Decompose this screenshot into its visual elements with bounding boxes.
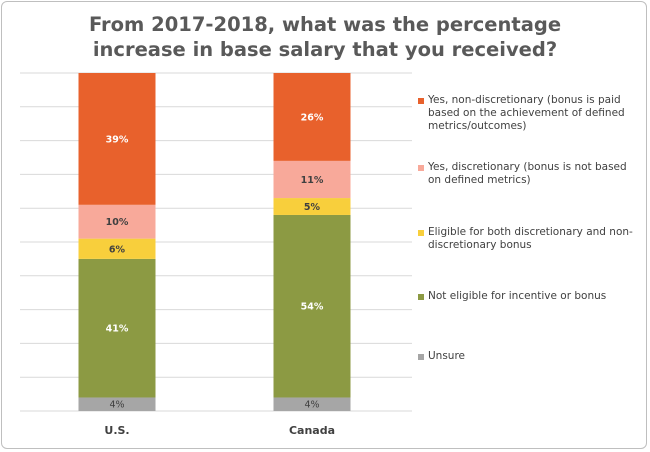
data-label: 39% [106, 134, 129, 145]
bar-segment [273, 160, 351, 199]
data-label: 5% [304, 202, 321, 213]
data-label: 54% [301, 302, 324, 313]
data-label: 6% [109, 244, 126, 255]
chart-title: From 2017-2018, what was the percentage … [88, 13, 562, 61]
legend-label: Yes, discretionary (bonus is not based o… [428, 161, 627, 186]
legend-label: Yes, non-discretionary (bonus is paid ba… [428, 94, 625, 132]
legend-item: Yes, non-discretionary (bonus is paid ba… [418, 94, 638, 133]
bar-segment [78, 73, 156, 205]
data-label: 10% [106, 217, 129, 228]
legend-swatch [418, 98, 424, 104]
legend-swatch [418, 230, 424, 236]
bar-segment [78, 238, 156, 259]
data-label: 11% [301, 175, 324, 186]
legend-swatch [418, 354, 424, 360]
data-label: 26% [301, 112, 324, 123]
legend-item: Yes, discretionary (bonus is not based o… [418, 161, 638, 187]
bar-segment [273, 198, 351, 215]
bar-segment [273, 73, 351, 161]
legend-swatch [418, 294, 424, 300]
legend-item: Eligible for both discretionary and non-… [418, 226, 638, 252]
data-label: 4% [304, 400, 319, 411]
legend-label: Eligible for both discretionary and non-… [428, 226, 633, 251]
bar-segment [78, 397, 156, 411]
bar-segment [78, 258, 156, 398]
category-label: U.S. [104, 424, 129, 437]
legend-item: Unsure [418, 350, 638, 363]
data-label: 4% [109, 400, 124, 411]
legend-label: Not eligible for incentive or bonus [428, 290, 607, 302]
bar-segment [78, 204, 156, 239]
legend-label: Unsure [428, 350, 466, 362]
legend-item: Not eligible for incentive or bonus [418, 290, 638, 303]
data-label: 41% [106, 324, 129, 335]
bar-segment [273, 397, 351, 411]
bar-segment [273, 214, 351, 398]
legend-swatch [418, 165, 424, 171]
category-label: Canada [289, 424, 335, 437]
